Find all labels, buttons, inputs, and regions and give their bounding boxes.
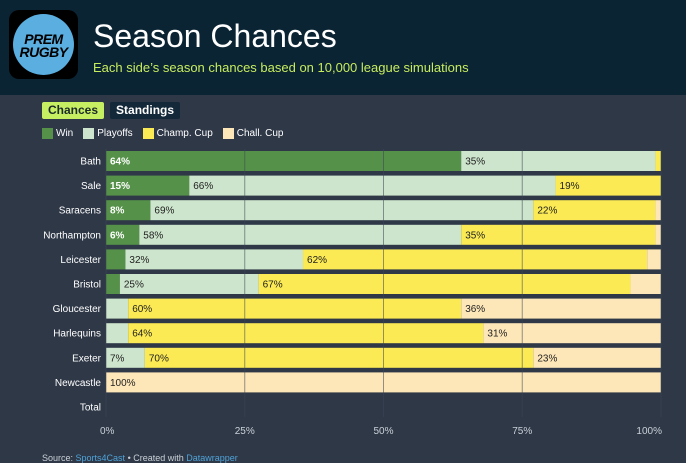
- view-tabs: Chances Standings: [42, 102, 181, 119]
- category-label: Sale: [81, 181, 101, 192]
- category-label: Total: [80, 403, 101, 414]
- data-label: 60%: [132, 304, 152, 315]
- bar-segment: [106, 151, 462, 171]
- bar-segment: [106, 249, 126, 270]
- category-label: Newcastle: [55, 378, 102, 389]
- category-label: Northampton: [43, 230, 101, 241]
- bar-segment: [647, 249, 661, 270]
- data-label: 7%: [110, 353, 125, 364]
- chart-title: Season Chances: [93, 18, 337, 54]
- data-label: 35%: [465, 157, 485, 168]
- data-label: 66%: [193, 181, 213, 192]
- bar-segment: [461, 224, 656, 245]
- data-label: 22%: [537, 206, 557, 217]
- legend-label-win: Win: [56, 128, 74, 139]
- bar-segment: [106, 200, 151, 221]
- data-label: 35%: [465, 230, 485, 241]
- x-tick-label: 100%: [636, 426, 662, 437]
- data-label: 100%: [110, 378, 136, 389]
- legend-item-champ-cup: Champ. Cup: [142, 128, 213, 139]
- data-label: 6%: [110, 230, 125, 241]
- bar-segment: [128, 298, 462, 319]
- legend-label-playoffs: Playoffs: [97, 128, 133, 139]
- bar-segment: [125, 249, 304, 270]
- bar-segment: [461, 151, 656, 171]
- x-tick-label: 50%: [373, 426, 393, 437]
- data-label: 70%: [149, 353, 169, 364]
- data-label: 36%: [465, 304, 485, 315]
- legend-label-chall-cup: Chall. Cup: [236, 128, 284, 139]
- legend-label-champ-cup: Champ. Cup: [156, 128, 213, 139]
- data-label: 19%: [560, 181, 580, 192]
- legend-swatch-champ-cup: [142, 128, 154, 139]
- bar-segment: [189, 175, 556, 196]
- legend-item-chall-cup: Chall. Cup: [222, 128, 284, 139]
- bar-segment: [106, 274, 120, 294]
- datawrapper-link[interactable]: Datawrapper: [186, 453, 238, 463]
- data-label: 64%: [110, 157, 130, 168]
- legend-swatch-win: [42, 128, 53, 139]
- category-label: Exeter: [72, 353, 102, 364]
- data-label: 32%: [129, 255, 149, 266]
- header-banner: PREM RUGBY Season Chances Each side’s se…: [0, 0, 686, 95]
- bar-segment: [119, 274, 259, 294]
- category-label: Gloucester: [53, 304, 102, 315]
- data-label: 8%: [110, 206, 125, 217]
- bar-segment: [630, 274, 661, 294]
- data-label: 67%: [263, 280, 283, 291]
- bar-segment: [106, 175, 190, 196]
- x-tick-label: 0%: [100, 426, 115, 437]
- bar-segment: [150, 200, 534, 221]
- bar-segment: [106, 347, 145, 368]
- data-label: 64%: [132, 329, 152, 340]
- data-label: 23%: [537, 353, 557, 364]
- source-prefix: Source:: [42, 453, 76, 463]
- chart-subtitle: Each side’s season chances based on 10,0…: [93, 60, 469, 75]
- bar-segment: [303, 249, 648, 270]
- bar-segment: [483, 323, 661, 344]
- category-label: Bath: [80, 157, 101, 168]
- data-label: 25%: [124, 280, 144, 291]
- footer-credit: Source: Sports4Cast • Created with Dataw…: [42, 453, 238, 463]
- data-label: 31%: [487, 329, 507, 340]
- logo-line1: PREM: [24, 31, 63, 47]
- bar-segment: [106, 224, 140, 245]
- logo-circle: [13, 14, 74, 75]
- legend-swatch-chall-cup: [222, 128, 234, 139]
- bar-segment: [128, 323, 484, 344]
- data-label: 15%: [110, 181, 130, 192]
- bar-segment: [106, 298, 129, 319]
- legend: Win Playoffs Champ. Cup Chall. Cup: [42, 128, 283, 139]
- source-link[interactable]: Sports4Cast: [75, 453, 126, 463]
- logo-line2: RUGBY: [19, 44, 68, 60]
- bar-segment: [655, 224, 661, 245]
- bar-segment: [106, 323, 129, 344]
- data-label: 58%: [143, 230, 163, 241]
- bar-segment: [461, 298, 661, 319]
- legend-item-win: Win: [42, 128, 73, 139]
- bar-segment: [655, 200, 661, 221]
- tab-standings[interactable]: Standings: [110, 102, 181, 119]
- prem-rugby-logo: PREM RUGBY: [9, 10, 78, 79]
- bar-segment: [144, 347, 534, 368]
- tab-chances[interactable]: Chances: [42, 102, 105, 119]
- x-tick-label: 75%: [512, 426, 532, 437]
- category-label: Bristol: [73, 280, 101, 291]
- data-label: 69%: [154, 206, 174, 217]
- legend-swatch-playoffs: [83, 128, 95, 139]
- bar-segment: [139, 224, 462, 245]
- bar-segment: [533, 347, 661, 368]
- created-prefix: • Created with: [125, 453, 187, 463]
- bar-segment: [533, 200, 656, 221]
- bar-segment: [258, 274, 631, 294]
- bar-segment: [655, 151, 661, 171]
- category-label: Saracens: [59, 206, 101, 217]
- data-label: 62%: [307, 255, 327, 266]
- category-label: Harlequins: [53, 329, 101, 340]
- category-label: Leicester: [60, 255, 101, 266]
- x-tick-label: 25%: [235, 426, 255, 437]
- bar-segment: [555, 175, 661, 196]
- legend-item-playoffs: Playoffs: [83, 128, 133, 139]
